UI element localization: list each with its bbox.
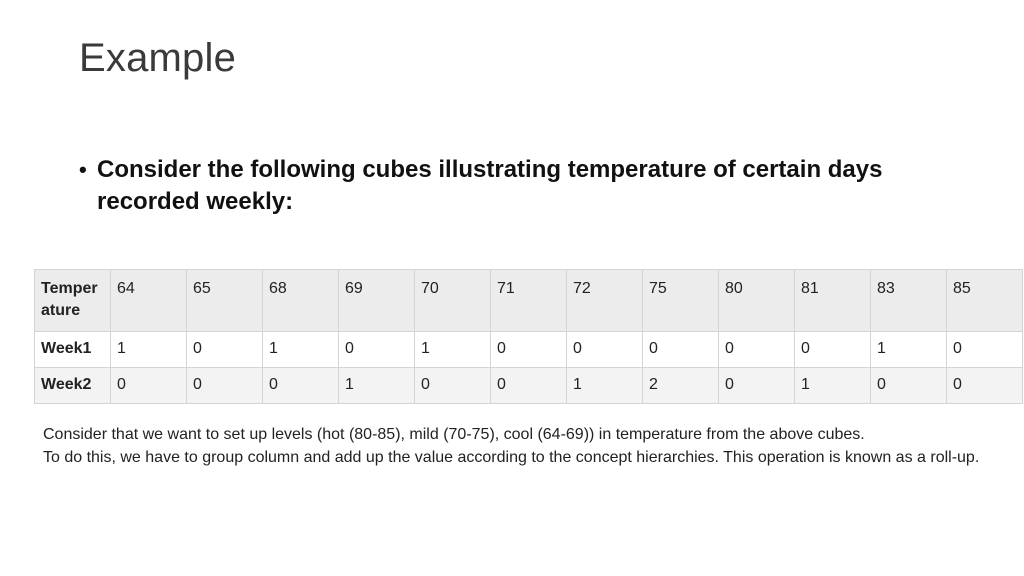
row-label: Week2 [34,367,111,404]
count-cell: 1 [414,331,491,368]
explanation-text: Consider that we want to set up levels (… [43,423,1003,469]
temperature-cell: 68 [262,269,339,332]
temperature-cell: 71 [490,269,567,332]
header-label-cell: Temper ature [34,269,111,332]
temperature-cell: 83 [870,269,947,332]
explanation-line-1: Consider that we want to set up levels (… [43,426,865,443]
temperature-cell: 85 [946,269,1023,332]
count-cell: 0 [718,367,795,404]
count-cell: 0 [110,367,187,404]
count-cell: 0 [870,367,947,404]
count-cell: 0 [414,367,491,404]
count-cell: 1 [338,367,415,404]
temperature-cell: 75 [642,269,719,332]
temperature-cell: 65 [186,269,263,332]
count-cell: 0 [566,331,643,368]
row-label: Week1 [34,331,111,368]
count-cell: 0 [946,367,1023,404]
count-cell: 0 [642,331,719,368]
temperature-cell: 69 [338,269,415,332]
temperature-cell: 80 [718,269,795,332]
count-cell: 1 [110,331,187,368]
bullet-text: Consider the following cubes illustratin… [97,156,883,215]
explanation-line-2: To do this, we have to group column and … [43,449,980,466]
bullet-point: • Consider the following cubes illustrat… [79,154,899,218]
count-cell: 0 [490,367,567,404]
count-cell: 2 [642,367,719,404]
count-cell: 0 [262,367,339,404]
slide-title: Example [79,36,237,80]
count-cell: 0 [186,367,263,404]
temperature-cell: 72 [566,269,643,332]
count-cell: 0 [186,331,263,368]
count-cell: 1 [794,367,871,404]
count-cell: 0 [794,331,871,368]
temperature-cell: 64 [110,269,187,332]
table-row-week2: Week2 0 0 0 1 0 0 1 2 0 1 0 0 [34,367,1023,404]
count-cell: 0 [718,331,795,368]
count-cell: 0 [946,331,1023,368]
count-cell: 1 [870,331,947,368]
count-cell: 1 [566,367,643,404]
count-cell: 0 [338,331,415,368]
temperature-cell: 81 [794,269,871,332]
table-row-week1: Week1 1 0 1 0 1 0 0 0 0 0 1 0 [34,331,1023,368]
temperature-cube-table: Temper ature 64 65 68 69 70 71 72 75 80 8… [34,269,1023,404]
bullet-dot-icon: • [79,157,87,182]
temperature-cell: 70 [414,269,491,332]
table-header-row: Temper ature 64 65 68 69 70 71 72 75 80 8… [34,269,1023,332]
count-cell: 1 [262,331,339,368]
count-cell: 0 [490,331,567,368]
